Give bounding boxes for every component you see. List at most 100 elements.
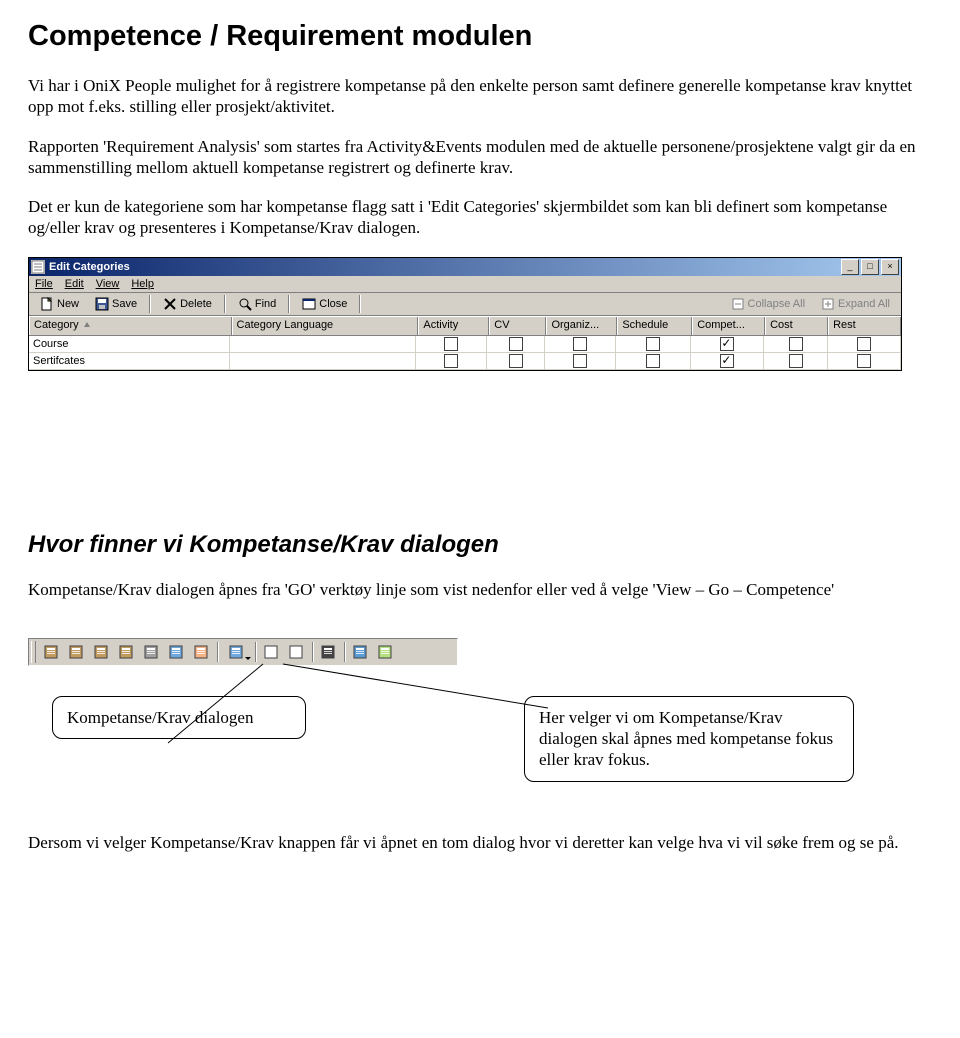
menu-edit[interactable]: Edit [65, 278, 84, 290]
paragraph-4: Kompetanse/Krav dialogen åpnes fra 'GO' … [28, 579, 932, 600]
col-category-language[interactable]: Category Language [232, 317, 419, 335]
page-title: Competence / Requirement modulen [28, 20, 932, 53]
cell-checkbox [416, 336, 487, 352]
col-cost[interactable]: Cost [765, 317, 828, 335]
close-button[interactable]: × [881, 259, 899, 275]
schedule-button[interactable] [165, 641, 189, 663]
close-icon [302, 297, 316, 311]
col-organiz[interactable]: Organiz... [546, 317, 617, 335]
save-button[interactable]: Save [88, 295, 144, 313]
cell-checkbox [545, 336, 616, 352]
chat-button[interactable] [374, 641, 398, 663]
cell-checkbox [764, 353, 827, 369]
dropdown-arrow-icon[interactable] [245, 657, 251, 660]
checkbox[interactable] [573, 337, 587, 351]
spreadsheet-icon [263, 643, 281, 661]
close-label: Close [319, 298, 347, 310]
person-button[interactable] [317, 641, 341, 663]
menu-help[interactable]: Help [131, 278, 154, 290]
minimize-button[interactable]: _ [841, 259, 859, 275]
toolbar-separator [255, 642, 257, 662]
cell-checkbox [764, 336, 827, 352]
persons-icon [43, 643, 61, 661]
person-icon [320, 643, 338, 661]
col-rest[interactable]: Rest [828, 317, 901, 335]
checkbox[interactable] [646, 354, 660, 368]
section-title: Hvor finner vi Kompetanse/Krav dialogen [28, 531, 932, 559]
checkbox[interactable] [789, 337, 803, 351]
documents-icon [93, 643, 111, 661]
table-row[interactable]: Course [29, 336, 901, 353]
cell-checkbox [691, 353, 764, 369]
documents-button[interactable] [90, 641, 114, 663]
menu-file[interactable]: File [35, 278, 53, 290]
delete-button[interactable]: Delete [156, 295, 219, 313]
table-row[interactable]: Sertifcates [29, 353, 901, 370]
cell-checkbox [616, 336, 691, 352]
events-button[interactable] [140, 641, 164, 663]
close-toolbar-button[interactable]: Close [295, 295, 354, 313]
col-activity[interactable]: Activity [418, 317, 489, 335]
organizations-icon [68, 643, 86, 661]
checkbox[interactable] [789, 354, 803, 368]
column-headers: Category Category Language Activity CV O… [29, 316, 901, 336]
new-button[interactable]: New [33, 295, 86, 313]
cell-checkbox [545, 353, 616, 369]
schedule2-button[interactable] [190, 641, 214, 663]
go-toolbar [28, 638, 458, 666]
save-icon [95, 297, 109, 311]
paragraph-3: Det er kun de kategoriene som har kompet… [28, 196, 932, 239]
checkbox[interactable] [857, 354, 871, 368]
grid: CourseSertifcates [29, 336, 901, 370]
organizations-button[interactable] [65, 641, 89, 663]
find-label: Find [255, 298, 276, 310]
collapse-all-button[interactable]: Collapse All [724, 295, 812, 313]
titlebar: Edit Categories _ □ × [29, 258, 901, 276]
cell-category-language [230, 336, 416, 352]
save-label: Save [112, 298, 137, 310]
spreadsheet-button[interactable] [260, 641, 284, 663]
checkbox[interactable] [509, 354, 523, 368]
col-schedule[interactable]: Schedule [617, 317, 692, 335]
report-button[interactable] [285, 641, 309, 663]
tree-button[interactable] [349, 641, 373, 663]
checkbox[interactable] [720, 354, 734, 368]
toolbar-separator [312, 642, 314, 662]
checkbox[interactable] [720, 337, 734, 351]
tree-icon [352, 643, 370, 661]
chat-icon [377, 643, 395, 661]
checkbox[interactable] [857, 337, 871, 351]
checkbox[interactable] [509, 337, 523, 351]
checkbox[interactable] [444, 337, 458, 351]
toolbar: New Save Delete Find Close Collapse All [29, 293, 901, 316]
callout-right: Her velger vi om Kompetanse/Krav dialoge… [524, 696, 854, 782]
col-cv[interactable]: CV [489, 317, 546, 335]
events-icon [143, 643, 161, 661]
delete-icon [163, 297, 177, 311]
toolbar-grip [31, 641, 36, 663]
paragraph-1: Vi har i OniX People mulighet for å regi… [28, 75, 932, 118]
expand-label: Expand All [838, 298, 890, 310]
app-icon [31, 260, 45, 274]
collapse-icon [731, 297, 745, 311]
cell-category: Sertifcates [29, 353, 230, 369]
checkbox[interactable] [444, 354, 458, 368]
competence-button[interactable] [222, 641, 252, 663]
checkbox[interactable] [573, 354, 587, 368]
activities-button[interactable] [115, 641, 139, 663]
expand-all-button[interactable]: Expand All [814, 295, 897, 313]
find-button[interactable]: Find [231, 295, 283, 313]
col-compet[interactable]: Compet... [692, 317, 765, 335]
maximize-button[interactable]: □ [861, 259, 879, 275]
new-icon [40, 297, 54, 311]
cell-checkbox [487, 353, 545, 369]
checkbox[interactable] [646, 337, 660, 351]
delete-label: Delete [180, 298, 212, 310]
activities-icon [118, 643, 136, 661]
persons-button[interactable] [40, 641, 64, 663]
cell-checkbox [616, 353, 691, 369]
cell-checkbox [828, 353, 901, 369]
col-category[interactable]: Category [29, 317, 232, 335]
menu-view[interactable]: View [96, 278, 120, 290]
sort-indicator-icon [84, 322, 90, 327]
